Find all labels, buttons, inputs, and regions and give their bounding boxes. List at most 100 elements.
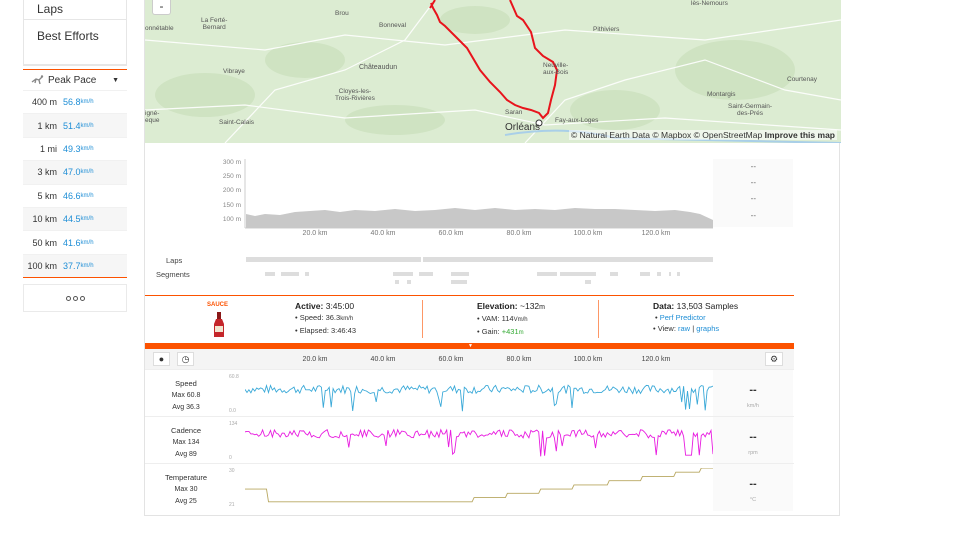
elevation-y-tick: 150 m [222, 202, 241, 209]
peak-pace-row[interactable]: 5 km 46.6 km/h [23, 183, 127, 207]
streams-x-tick: 80.0 km [506, 356, 532, 363]
gain-unit: m [518, 330, 524, 336]
peak-pace-row[interactable]: 50 km 41.6 km/h [23, 230, 127, 253]
stream-label: Speed Max 60.8 Avg 36.3 [145, 378, 227, 414]
peak-pace-row[interactable]: 3 km 47.0 km/h [23, 160, 127, 184]
perf-predictor-link[interactable]: Perf Predictor [659, 313, 706, 322]
stream-graph [245, 384, 713, 412]
peak-value: 49.3 [63, 143, 81, 154]
stream-name: Cadence [170, 426, 202, 435]
view-raw-link[interactable]: raw [678, 324, 691, 333]
elevation-x-tick: 60.0 km [438, 230, 464, 237]
gain-value: +431 [501, 327, 519, 336]
stream-value-panel [713, 464, 793, 511]
summary-active: Active: 3:45:00 • Speed: 36.3km/h • Elap… [295, 301, 356, 336]
elevation-y-tick: 250 m [222, 173, 241, 180]
stream-value-panel [713, 417, 793, 464]
time-toggle-button[interactable]: ◷ [177, 352, 194, 366]
peak-distance: 10 km [32, 214, 57, 225]
peak-pace-dropdown[interactable]: Peak Pace ▼ [23, 70, 127, 90]
stream-max: Max 134 [172, 439, 200, 446]
stream-label: Temperature Max 30 Avg 25 [145, 472, 227, 508]
separator: | [692, 324, 695, 333]
peak-value: 37.7 [63, 260, 81, 271]
map-label: Orléans [505, 122, 541, 133]
peak-value: 51.4 [63, 120, 81, 131]
dot-icon [79, 295, 85, 301]
data-label: Data: [653, 301, 675, 311]
map-label: Brou [335, 10, 349, 17]
map-label: Neuville- aux-Bois [543, 62, 569, 76]
chevron-down-icon: ▼ [112, 76, 119, 84]
peak-distance: 100 km [27, 260, 57, 271]
sidebar-item-best-efforts[interactable]: Best Efforts [24, 20, 126, 65]
stream-avg: Avg 36.3 [172, 404, 200, 411]
streams-x-tick: 40.0 km [370, 356, 396, 363]
elevation-x-tick: 40.0 km [370, 230, 396, 237]
gain-label: • Gain: [477, 327, 500, 336]
stream-settings-button[interactable]: ⚙ [765, 352, 783, 366]
elevation-canvas [244, 159, 793, 284]
map-label: Saint-Germain- des-Prés [728, 103, 773, 117]
stream-unit: rpm [748, 450, 758, 456]
peak-distance: 1 km [37, 120, 57, 131]
zoom-out-button[interactable]: - [152, 0, 171, 15]
stream-name: Temperature [164, 473, 208, 482]
sidebar-item-laps[interactable]: Laps [24, 0, 126, 20]
elevation-value: -- [750, 211, 756, 220]
streams-x-tick: 20.0 km [302, 356, 328, 363]
elevation-x-tick: 100.0 km [573, 230, 603, 237]
map-pin-button[interactable]: ● [153, 352, 170, 366]
peak-pace-panel: Peak Pace ▼ 400 m 56.8 km/h 1 km 51.4 km/h 1 m… [23, 69, 127, 279]
elevation-label: Elevation: [477, 301, 518, 311]
peak-unit: km/h [80, 216, 94, 223]
elevation-value: ~132 [520, 301, 540, 311]
peak-pace-row[interactable]: 10 km 44.5 km/h [23, 206, 127, 231]
summary-data: Data: 13,503 Samples • Perf Predictor • … [653, 301, 738, 334]
map-label: Courtenay [787, 76, 817, 83]
speed-unit: km/h [340, 316, 354, 322]
elevation-x-tick: 20.0 km [302, 230, 328, 237]
peak-unit: km/h [80, 145, 94, 152]
map-label: Bonneval [379, 22, 407, 29]
map-label: Vibraye [223, 68, 245, 75]
peak-distance: 5 km [37, 190, 57, 201]
map-label: Saint-Calais [219, 119, 255, 126]
peak-pace-row[interactable]: 100 km 37.7 km/h [23, 253, 127, 278]
map-label: Fay-aux-Loges [555, 117, 599, 124]
elevation-x-tick: 120.0 km [641, 230, 671, 237]
improve-map-link[interactable]: Improve this map [764, 130, 835, 140]
streams-x-tick: 60.0 km [438, 356, 464, 363]
stream-graph [245, 428, 713, 457]
peak-distance: 3 km [37, 167, 57, 178]
stream-row-cadence[interactable]: Cadence Max 134 Avg 89 134 0 -- rpm [145, 416, 794, 464]
elevation-y-tick: 200 m [222, 187, 241, 194]
elevation-unit: m [539, 304, 545, 311]
stream-row-speed[interactable]: Speed Max 60.8 Avg 36.3 60.8 0.0 -- km/h [145, 369, 794, 417]
elevation-chart[interactable]: 300 m 250 m 200 m 150 m 100 m 20.0 km 40… [145, 148, 841, 296]
speed-value: 36.3 [325, 313, 341, 322]
peak-distance: 1 mi [39, 143, 57, 154]
peak-value: 46.6 [63, 190, 81, 201]
view-graphs-link[interactable]: graphs [696, 324, 720, 333]
stream-unit: km/h [747, 403, 759, 409]
main-panel: - Brou Bonneval La Ferté- Bernard onnéta… [144, 0, 841, 516]
map-label: igné- eque [145, 110, 160, 124]
vam-unit: Vm/h [513, 317, 528, 323]
stream-y-min: 21 [229, 502, 235, 508]
resize-handle[interactable]: ▼ [145, 343, 794, 349]
laps-label: Laps [166, 256, 183, 265]
stream-current-value: -- [749, 384, 757, 396]
peak-pace-row[interactable]: 400 m 56.8 km/h [23, 90, 127, 113]
map-label: lès-Nemours [691, 0, 728, 7]
stream-row-temperature[interactable]: Temperature Max 30 Avg 25 30 21 -- °C [145, 463, 794, 511]
more-options-button[interactable] [23, 284, 127, 313]
stream-current-value: -- [749, 478, 757, 490]
bullet: • [655, 313, 658, 322]
route-map[interactable]: - Brou Bonneval La Ferté- Bernard onnéta… [145, 0, 841, 143]
gear-icon: ⚙ [769, 353, 779, 364]
peak-pace-row[interactable]: 1 mi 49.3 km/h [23, 136, 127, 160]
stream-y-min: 0 [229, 455, 232, 461]
peak-pace-row[interactable]: 1 km 51.4 km/h [23, 113, 127, 137]
peak-distance: 400 m [31, 97, 57, 108]
